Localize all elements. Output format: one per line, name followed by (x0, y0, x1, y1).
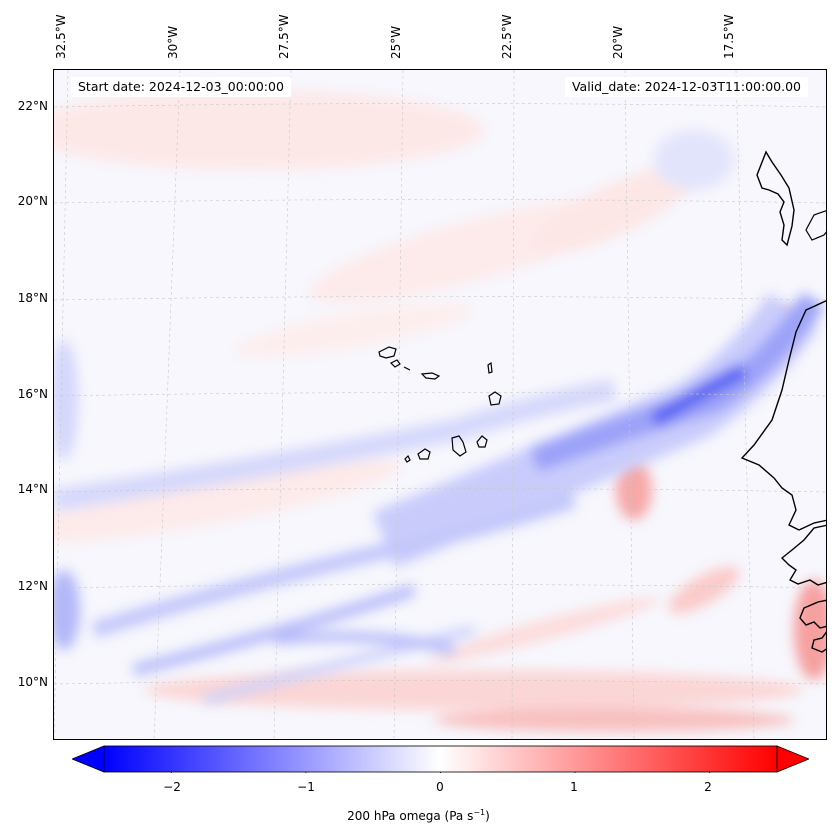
colorbar-tick-neg1: −1 (297, 780, 315, 794)
coastline-north-segment (756, 150, 795, 247)
graticule (54, 70, 826, 739)
lat-label-18n: 18°N (17, 291, 48, 305)
colorbar (70, 745, 811, 776)
negative-omega-areas (54, 130, 825, 705)
lat-label-16n: 16°N (17, 387, 48, 401)
colorbar-title: 200 hPa omega (Pa s−1) (347, 808, 490, 823)
lon-label-20w: 20°W (611, 25, 625, 59)
map-panel (53, 69, 827, 740)
omega-field (54, 70, 826, 739)
island-brava (404, 454, 411, 463)
island-maio (476, 435, 488, 448)
lat-label-12n: 12°N (17, 579, 48, 593)
lat-label-20n: 20°N (17, 194, 48, 208)
lat-label-14n: 14°N (17, 482, 48, 496)
cape-verde-islands (378, 346, 502, 463)
lon-label-25w: 25°W (389, 25, 403, 59)
colorbar-gradient (103, 745, 778, 773)
island-boa-vista (488, 391, 502, 406)
start-date-label: Start date: 2024-12-03_00:00:00 (71, 77, 291, 97)
island-santa-luzia (403, 366, 411, 371)
colorbar-tick-0: 0 (436, 780, 444, 794)
lon-label-30w: 30°W (166, 25, 180, 59)
valid-date-label: Valid_date: 2024-12-03T11:00:00.00 (564, 77, 808, 97)
island-sao-nicolau (420, 372, 441, 380)
lon-label-22-5w: 22.5°W (500, 14, 514, 59)
island-sal (487, 361, 493, 374)
island-santo-antao (378, 346, 397, 359)
colorbar-max-extend (776, 745, 811, 773)
lat-label-22n: 22°N (17, 99, 48, 113)
island-santiago (451, 435, 467, 457)
west-africa-coastline (740, 300, 826, 653)
island-sao-vicente (389, 359, 401, 368)
lat-label-10n: 10°N (17, 675, 48, 689)
island-fogo (417, 448, 431, 460)
lon-label-27-5w: 27.5°W (277, 14, 291, 59)
colorbar-tick-1: 1 (570, 780, 578, 794)
colorbar-tick-2: 2 (704, 780, 712, 794)
colorbar-tick-neg2: −2 (163, 780, 181, 794)
colorbar-min-extend (70, 745, 105, 773)
colorbar-graphic (70, 745, 811, 776)
coastline-cap-blanc (805, 210, 826, 241)
lon-label-32-5w: 32.5°W (54, 14, 68, 59)
lon-label-17-5w: 17.5°W (722, 14, 736, 59)
